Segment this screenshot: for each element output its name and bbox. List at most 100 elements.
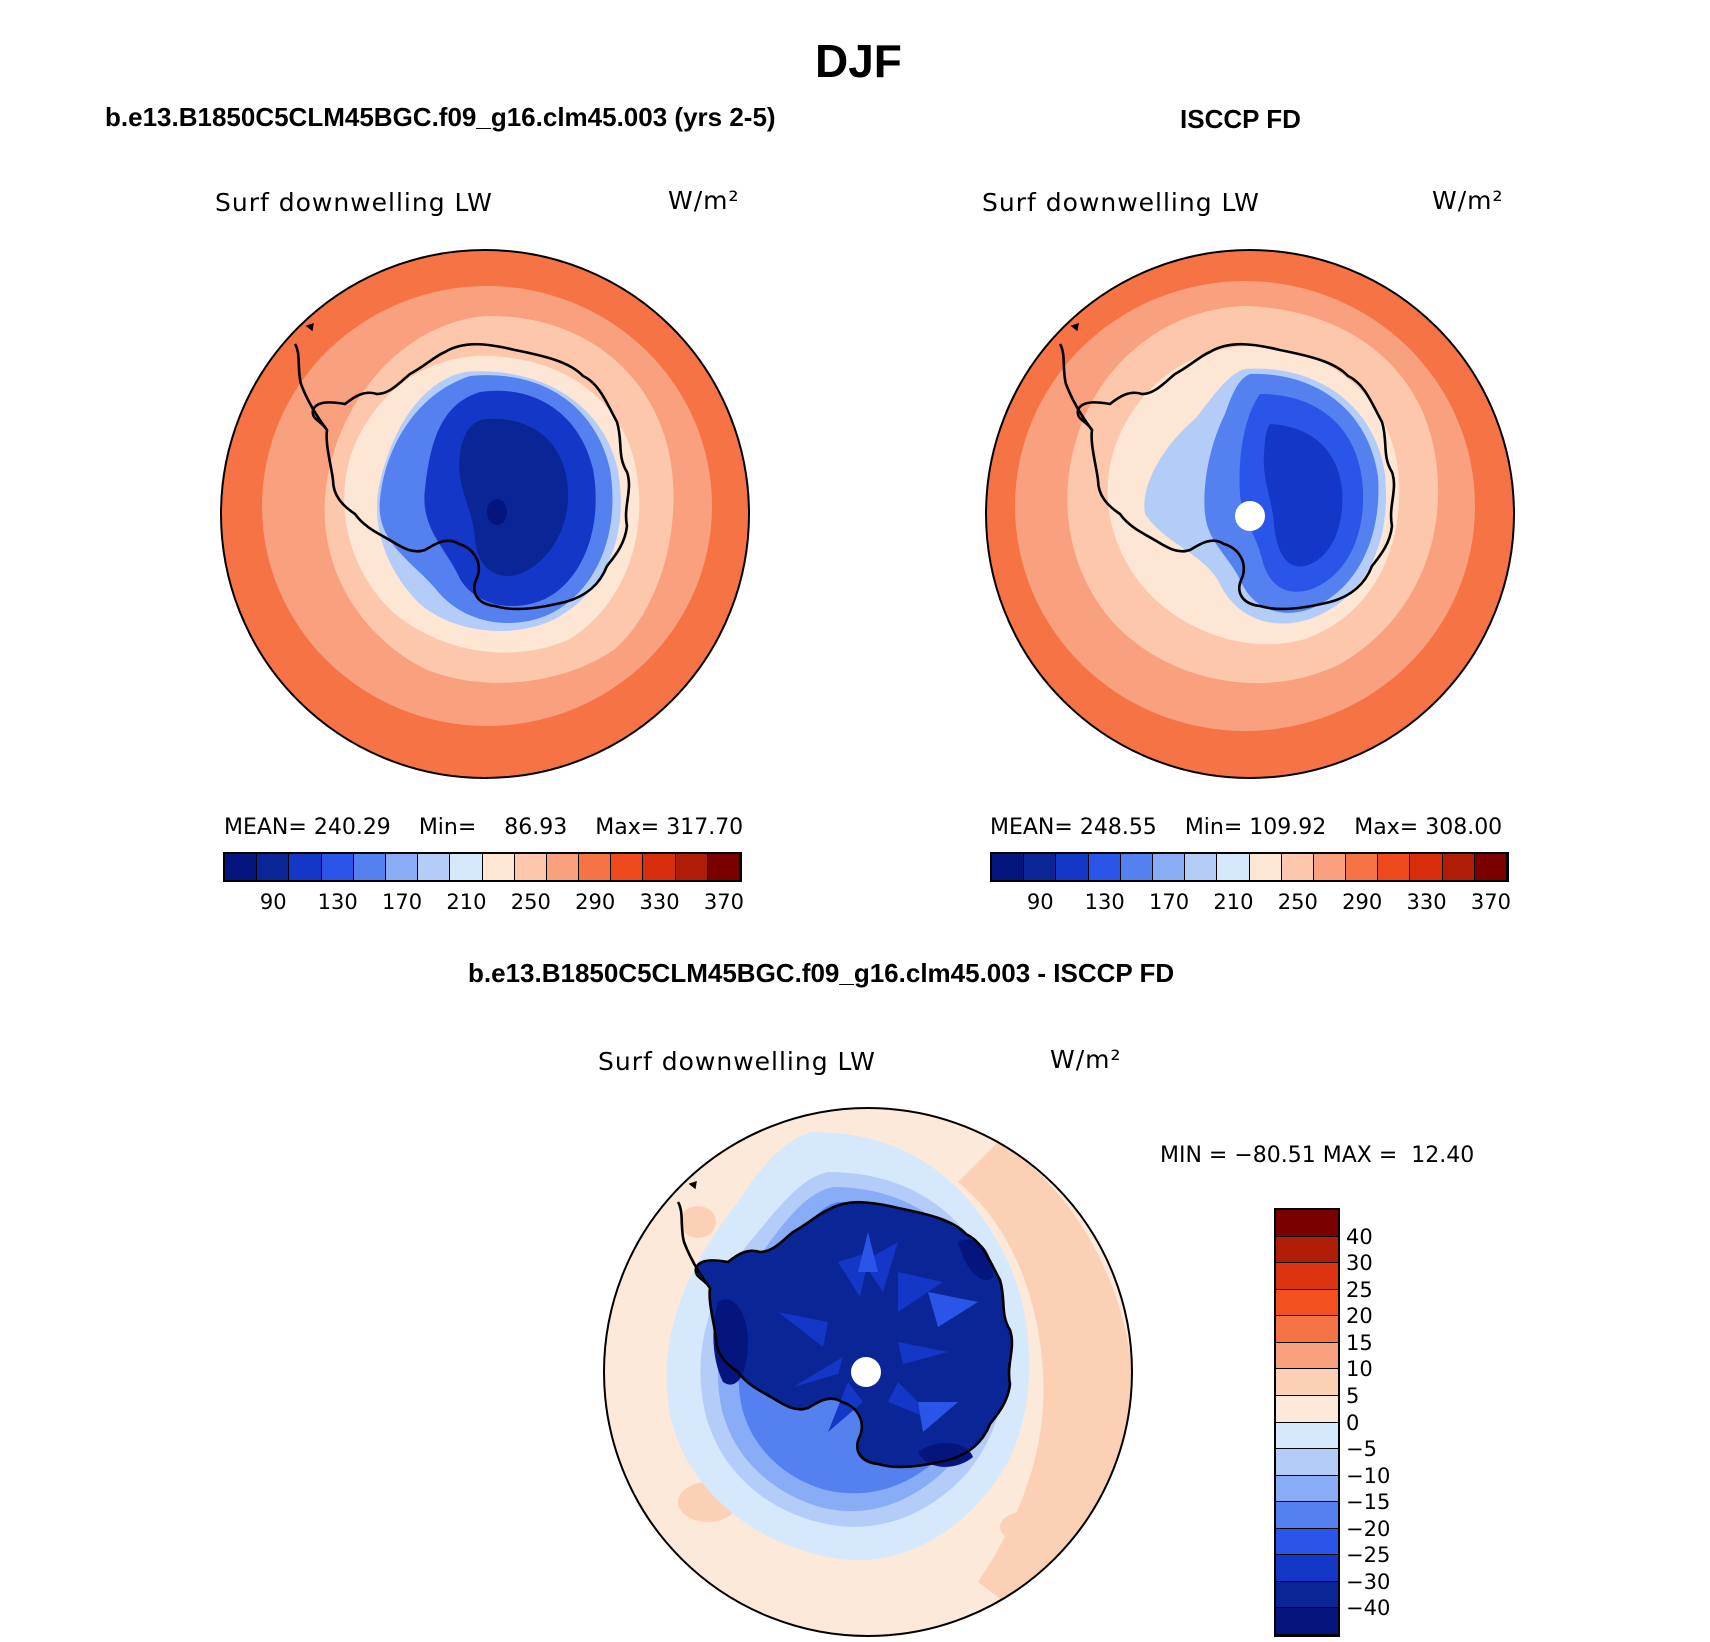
colorbar-tick-label: 250 [1277, 890, 1318, 914]
colorbar-swatch [418, 854, 451, 880]
minimum-value-spot [487, 499, 507, 525]
figure-title: DJF [815, 35, 902, 87]
max-label: Max= [595, 815, 660, 840]
colorbar-tick-label: 40 [1346, 1224, 1373, 1249]
min-value: 109.92 [1249, 815, 1327, 840]
colorbar-swatch [1442, 854, 1475, 880]
colorbar-swatch [482, 854, 515, 880]
colorbar-tick-label: 20 [1346, 1304, 1373, 1329]
colorbar-ticks-obs: 90 130 170 210 250 290 330 370 [992, 890, 1511, 916]
colorbar-swatch [1346, 854, 1379, 880]
colorbar-tick-label: 25 [1346, 1277, 1373, 1302]
colorbar-ticks-model: 90 130 170 210 250 290 330 370 [225, 890, 744, 916]
map-boundary [220, 249, 750, 779]
colorbar-swatch [992, 854, 1025, 880]
colorbar-obs [990, 852, 1509, 882]
colorbar-swatch [225, 854, 258, 880]
colorbar-tick-label: 170 [381, 890, 423, 914]
colorbar-swatch [289, 854, 322, 880]
colorbar-swatch [1024, 854, 1057, 880]
contour-band-interior-rays [778, 1242, 948, 1432]
colorbar-tick-label: −10 [1346, 1463, 1391, 1488]
colorbar-tick-label: 210 [1213, 890, 1254, 914]
contour-band-strong-negative [695, 1202, 1012, 1467]
colorbar-swatch [611, 854, 644, 880]
colorbar-ticks-diff: 40 30 25 20 15 10 5 0 −5 −10 −15 −20 −25 −30 −40 [1346, 1210, 1416, 1635]
colorbar-swatch [1249, 854, 1282, 880]
pole-hole [1235, 501, 1265, 531]
contour-band-plateau-interior [459, 418, 569, 577]
colorbar-swatch [675, 854, 708, 880]
colorbar-swatch [1474, 854, 1507, 880]
colorbar-swatch [1276, 1555, 1338, 1582]
units-label-obs: W/m² [1432, 186, 1504, 215]
variable-label-diff: Surf downwelling LW [598, 1047, 876, 1076]
variable-label-model: Surf downwelling LW [215, 188, 493, 217]
colorbar-swatch [707, 854, 740, 880]
antarctic-peninsula [293, 343, 329, 431]
colorbar-swatch [1276, 1528, 1338, 1556]
antarctic-peninsula [1058, 343, 1094, 431]
colorbar-swatch [257, 854, 290, 880]
max-value: 317.70 [666, 815, 744, 840]
colorbar-tick-label: 330 [639, 890, 680, 914]
colorbar-tick-label: 5 [1346, 1383, 1360, 1408]
polar-map-diff [603, 1107, 1133, 1637]
colorbar-tick-label: 290 [575, 890, 616, 914]
colorbar-swatch [450, 854, 483, 880]
stats-line-model: MEAN= 240.29 Min= 86.93 Max= 317.70 [224, 815, 743, 840]
colorbar-tick-label: 130 [317, 890, 358, 914]
antarctic-coastline [1076, 342, 1396, 611]
antarctic-coastline [311, 342, 631, 611]
stats-line-obs: MEAN= 248.55 Min= 109.92 Max= 308.00 [990, 815, 1502, 840]
pole-hole [851, 1357, 881, 1387]
min-label: Min= [418, 815, 477, 840]
colorbar-swatch [1276, 1395, 1338, 1423]
colorbar-tick-label: 250 [510, 890, 551, 914]
colorbar-tick-label: 330 [1406, 890, 1447, 914]
contour-band-interior-rays [858, 1232, 978, 1432]
colorbar-swatch [1276, 1608, 1338, 1635]
colorbar-swatch [1056, 854, 1089, 880]
colorbar-tick-label: 10 [1346, 1357, 1373, 1382]
colorbar-tick-label: 15 [1346, 1330, 1373, 1355]
antarctic-peninsula [676, 1201, 712, 1289]
colorbar-swatch [1410, 854, 1443, 880]
panel-header-diff: b.e13.B1850C5CLM45BGC.f09_g16.clm45.003 … [468, 958, 1175, 988]
mean-value: 248.55 [1079, 815, 1157, 840]
colorbar-tick-label: 0 [1346, 1410, 1360, 1435]
max-value: 308.00 [1425, 815, 1503, 840]
colorbar-swatch [1276, 1449, 1338, 1476]
colorbar-swatch [1276, 1502, 1338, 1529]
colorbar-swatch [1120, 854, 1153, 880]
contour-band-positive-east [958, 1142, 1132, 1612]
colorbar-tick-label: 290 [1342, 890, 1383, 914]
colorbar-swatch [1185, 854, 1218, 880]
colorbar-tick-label: 90 [259, 890, 287, 914]
mean-label: MEAN= [224, 815, 307, 840]
colorbar-swatch [1378, 854, 1411, 880]
colorbar-swatch [1276, 1581, 1338, 1609]
colorbar-swatch [1313, 854, 1347, 880]
colorbar-swatch [1276, 1342, 1338, 1370]
antarctic-coastline [694, 1200, 1014, 1469]
polar-map-model [220, 249, 750, 779]
colorbar-swatch [385, 854, 419, 880]
contour-band-positive-patch [1000, 1511, 1056, 1543]
colorbar-swatch [1088, 854, 1121, 880]
colorbar-swatch [579, 854, 612, 880]
polar-map-obs [985, 249, 1515, 779]
colorbar-model [223, 852, 742, 882]
variable-label-obs: Surf downwelling LW [982, 188, 1260, 217]
contour-band-plateau-interior [1263, 424, 1343, 567]
colorbar-tick-label: −25 [1346, 1543, 1391, 1568]
colorbar-swatch [1276, 1289, 1338, 1317]
colorbar-tick-label: 130 [1084, 890, 1125, 914]
colorbar-swatch [643, 854, 676, 880]
stats-line-diff: MIN = −80.51 MAX = 12.40 [1160, 1143, 1475, 1168]
colorbar-swatch [353, 854, 386, 880]
panel-header-obs: ISCCP FD [1180, 104, 1301, 134]
colorbar-tick-label: −15 [1346, 1490, 1391, 1515]
colorbar-swatch [321, 854, 354, 880]
min-value: 86.93 [504, 815, 568, 840]
